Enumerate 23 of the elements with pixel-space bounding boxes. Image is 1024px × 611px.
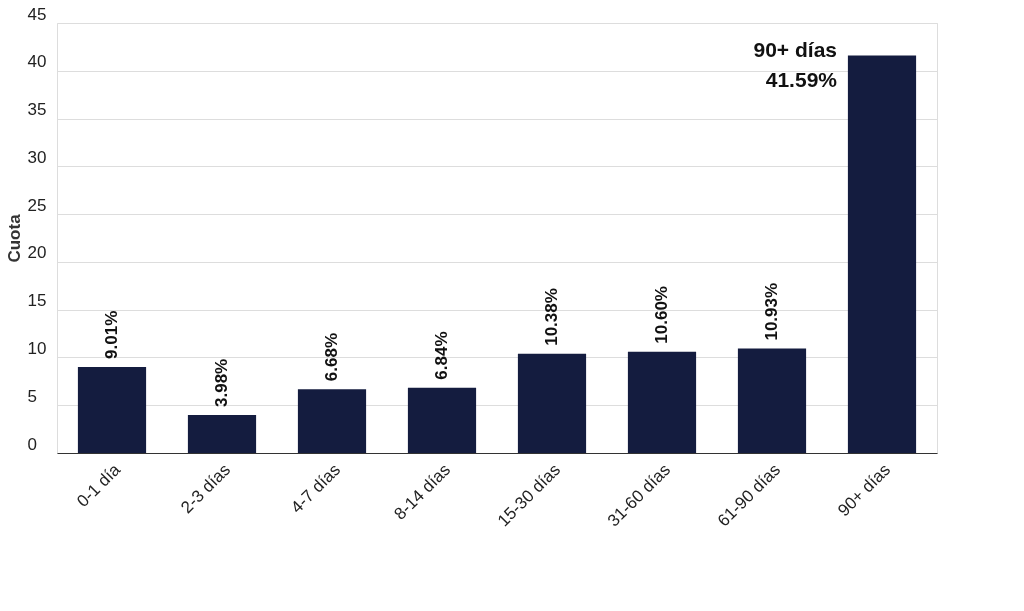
x-tick-label: 0-1 día (73, 459, 125, 511)
x-tick-label: 2-3 días (177, 460, 235, 517)
y-tick-label: 10 (27, 338, 47, 358)
data-label: 10.93% (762, 282, 781, 341)
y-tick-label: 40 (27, 52, 47, 72)
annotation: 90+ días 41.59% (753, 37, 838, 91)
data-label: 10.38% (542, 288, 561, 346)
data-label: 3.98% (212, 358, 231, 407)
y-tick-label: 0 (27, 434, 37, 454)
data-label: 6.84% (432, 331, 451, 380)
x-tick-label: 4-7 días (287, 460, 345, 517)
data-label: 9.01% (102, 310, 121, 359)
x-tick-label: 90+ días (834, 460, 895, 520)
y-axis-title: Cuota (4, 213, 24, 263)
y-tick-label: 35 (27, 100, 47, 120)
y-tick-label: 5 (27, 386, 37, 406)
data-label: 10.60% (652, 286, 671, 344)
y-tick-label: 20 (27, 243, 47, 263)
data-label: 6.68% (322, 332, 341, 382)
y-tick-label: 15 (27, 291, 47, 311)
y-tick-label: 25 (27, 195, 47, 215)
y-tick-label: 45 (27, 4, 47, 24)
y-tick-label: 30 (27, 147, 47, 167)
